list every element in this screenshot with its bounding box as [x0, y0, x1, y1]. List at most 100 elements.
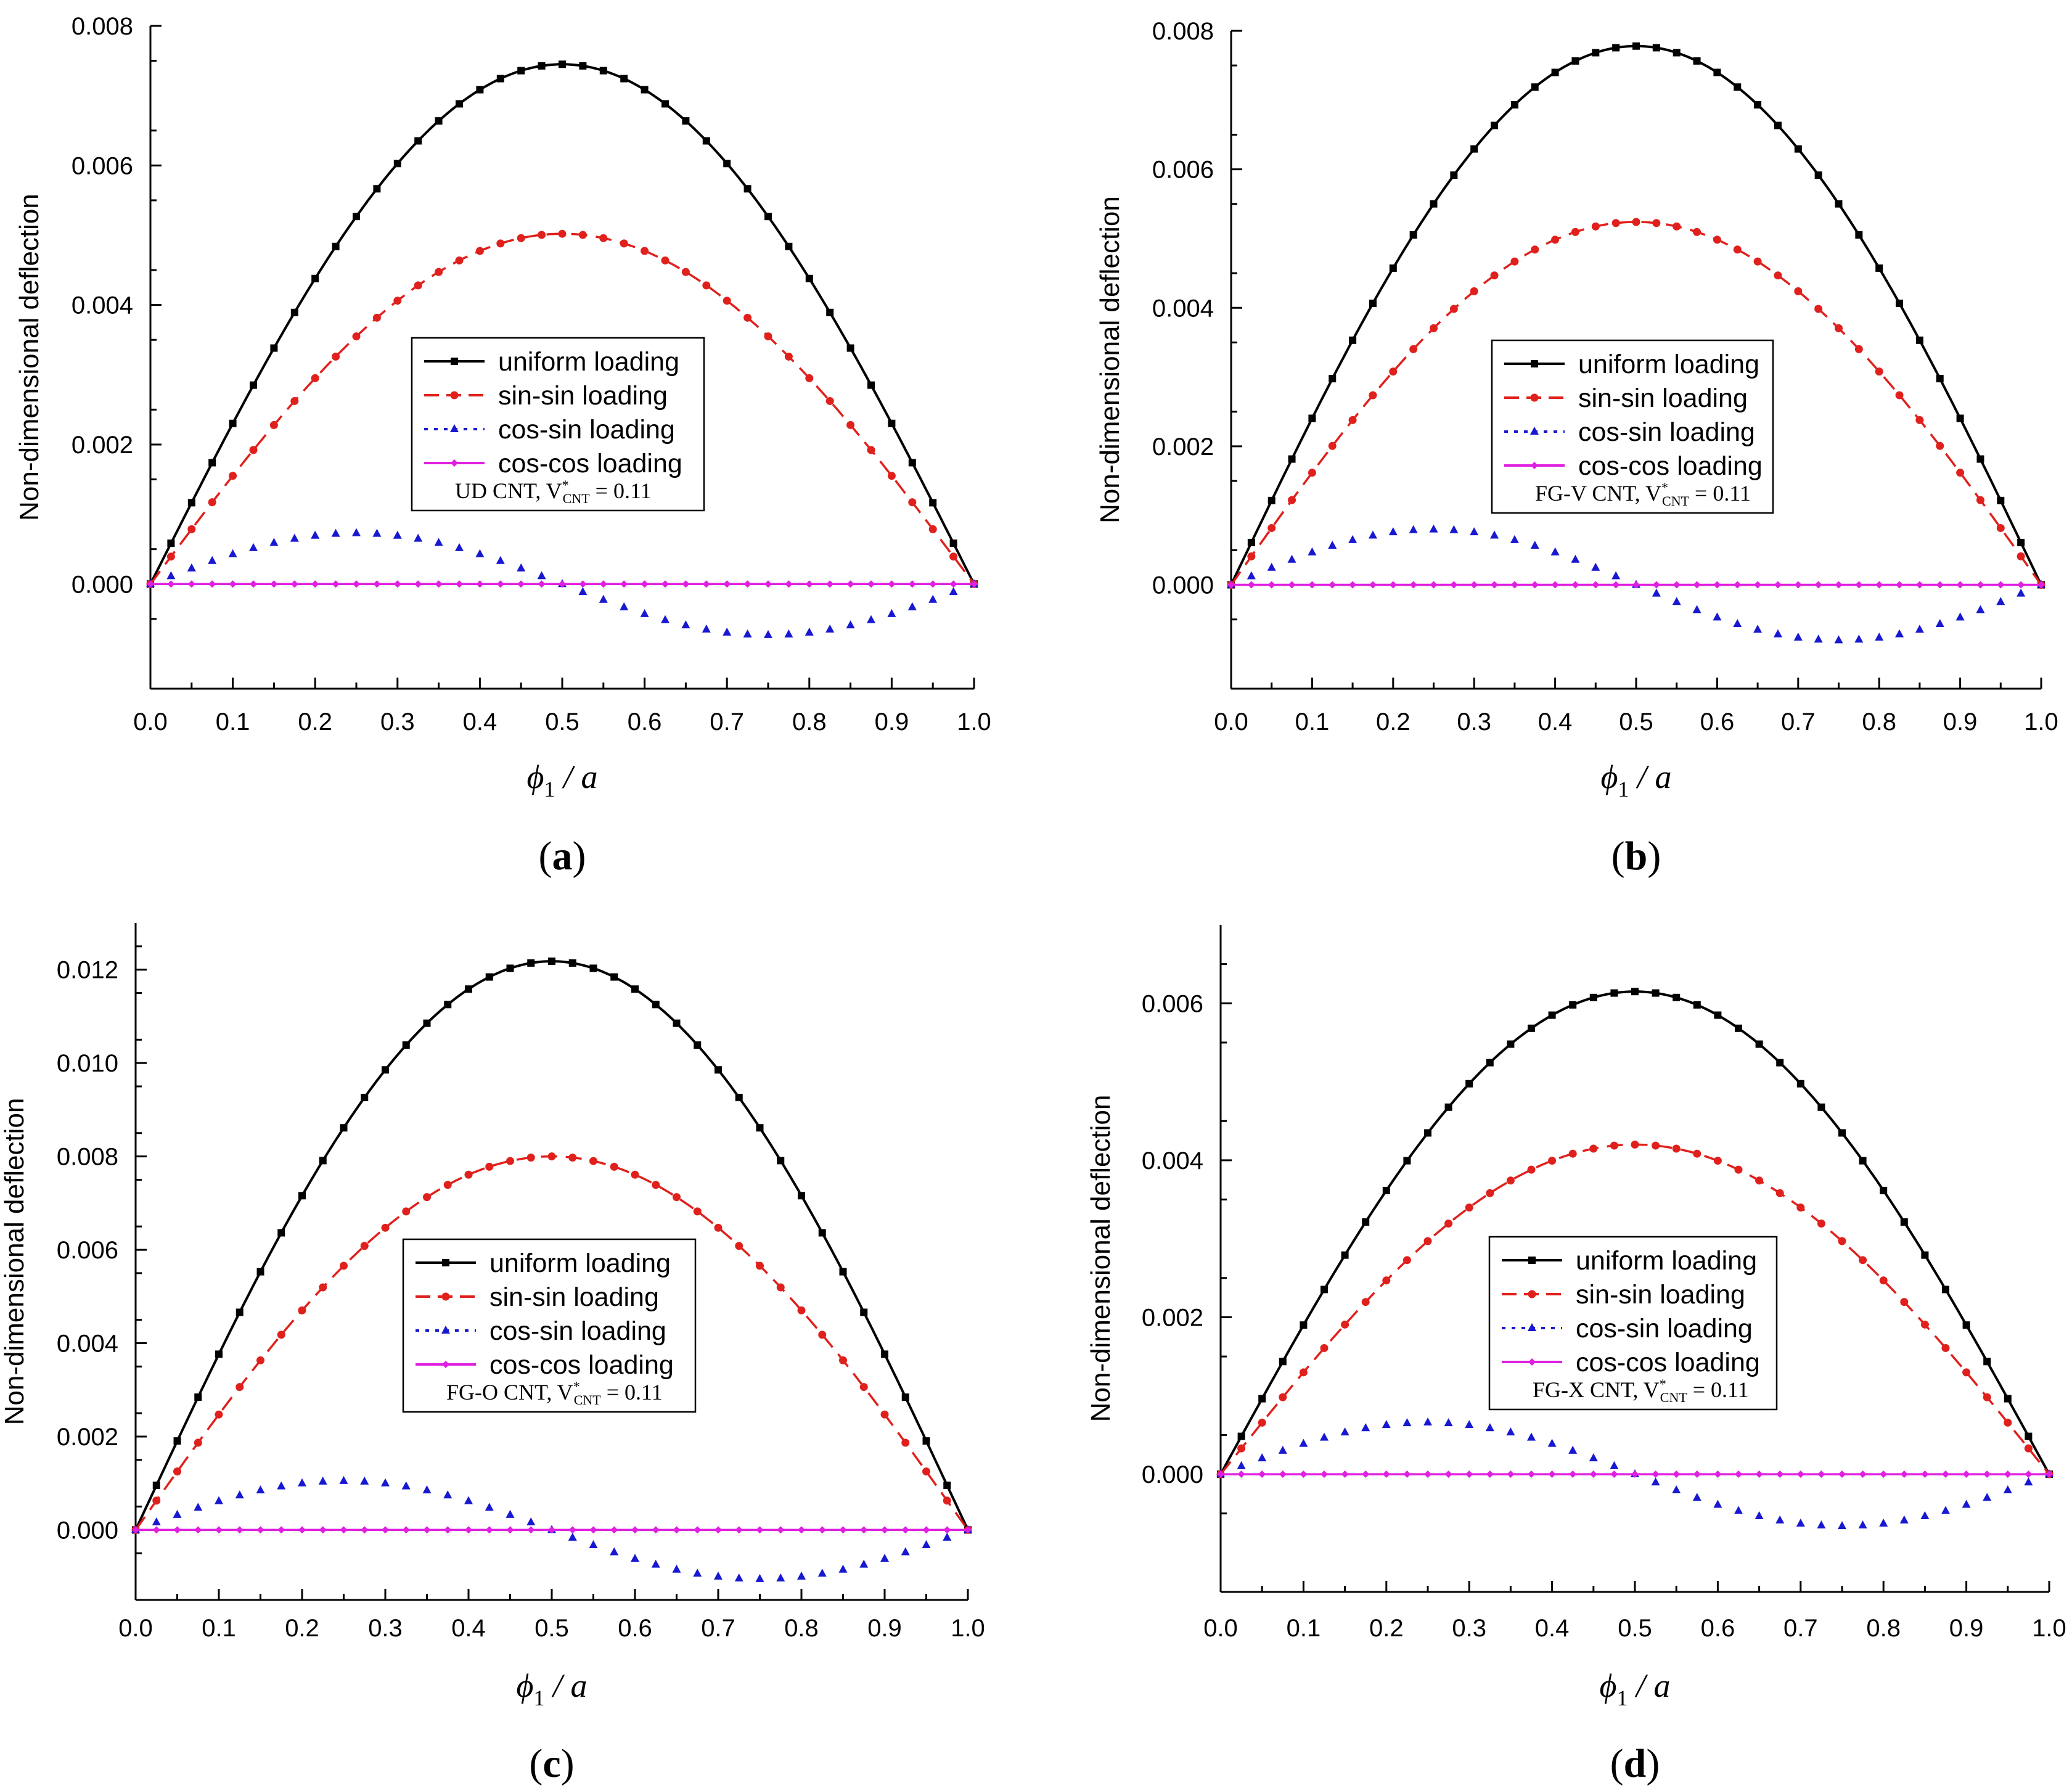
- data-point: [1714, 1011, 1722, 1019]
- data-point: [1962, 1470, 1970, 1478]
- data-point: [373, 580, 381, 588]
- data-point: [1610, 1141, 1618, 1150]
- data-point: [1491, 581, 1499, 589]
- data-point: [152, 1517, 161, 1525]
- data-point: [485, 1503, 494, 1511]
- legend-note-tail: = 0.11: [1687, 1377, 1749, 1402]
- data-point: [269, 538, 279, 546]
- legend-note-main: FG-O CNT, V: [446, 1380, 573, 1405]
- data-point: [589, 1157, 597, 1165]
- data-point: [1983, 1493, 1992, 1501]
- legend-marker-sinsin: [1530, 393, 1539, 402]
- data-point: [1915, 416, 1924, 424]
- data-point: [456, 100, 463, 108]
- data-point: [1983, 1358, 1991, 1366]
- data-point: [620, 602, 629, 610]
- data-point: [1859, 1157, 1867, 1165]
- x-tick-label: 0.0: [118, 1615, 153, 1642]
- data-point: [435, 117, 443, 125]
- data-point: [485, 1526, 493, 1534]
- data-point: [277, 1229, 285, 1237]
- data-point: [1672, 1144, 1681, 1153]
- data-point: [476, 86, 484, 94]
- data-point: [817, 1569, 827, 1577]
- chart-panel-a: 0.0 0.1 0.2 0.3 0.4 0.5 0.6 0.7 0.8 0.9 1.0 0.000 0.…: [14, 13, 991, 879]
- data-point: [229, 419, 237, 427]
- data-point: [1320, 1432, 1329, 1441]
- data-point: [1361, 1298, 1370, 1306]
- data-point: [1528, 1470, 1535, 1478]
- data-point: [1693, 1149, 1701, 1158]
- x-tick-label: 0.6: [1701, 1615, 1735, 1642]
- data-point: [393, 580, 401, 588]
- data-point: [743, 580, 751, 588]
- data-point: [559, 580, 566, 588]
- x-axis-label: ϕ1 / a: [1601, 758, 1672, 802]
- data-point: [1300, 1470, 1308, 1478]
- data-point: [290, 308, 298, 316]
- data-point: [1308, 581, 1316, 589]
- data-point: [826, 580, 834, 588]
- data-point: [2017, 538, 2025, 546]
- data-point: [1402, 1418, 1412, 1427]
- data-point: [422, 1485, 432, 1494]
- data-point: [1430, 581, 1438, 589]
- data-point: [568, 1526, 576, 1534]
- data-point: [1879, 1518, 1888, 1527]
- legend-label-uniform: uniform loading: [1576, 1246, 1757, 1276]
- data-point: [256, 1268, 264, 1276]
- legend-note-sup: *: [1660, 1376, 1666, 1392]
- data-point: [901, 1526, 909, 1534]
- data-point: [435, 580, 443, 588]
- x-axis-label-subscript: 1: [1616, 1686, 1628, 1710]
- data-point: [1734, 1506, 1743, 1514]
- legend: uniform loading sin-sin loading cos-sin lo…: [411, 337, 705, 512]
- x-tick-label: 0.3: [1452, 1615, 1486, 1642]
- data-point: [1631, 1470, 1639, 1478]
- data-point: [1444, 1103, 1452, 1111]
- data-point: [1900, 1218, 1908, 1226]
- data-point: [423, 1526, 431, 1534]
- data-point: [1551, 581, 1559, 589]
- data-point: [1510, 257, 1519, 266]
- data-point: [1794, 145, 1802, 153]
- data-point: [1693, 581, 1701, 589]
- x-tick-label: 0.9: [867, 1615, 902, 1642]
- data-point: [1341, 1470, 1349, 1478]
- data-point: [1713, 68, 1721, 76]
- data-point: [640, 609, 649, 617]
- data-point: [2017, 581, 2025, 589]
- data-point: [2004, 1470, 2012, 1478]
- data-point: [652, 1526, 660, 1534]
- legend-note-sub: CNT: [574, 1392, 602, 1408]
- data-point: [393, 530, 402, 539]
- x-tick-label: 0.3: [380, 708, 415, 736]
- x-tick-label: 1.0: [2024, 708, 2058, 736]
- data-point: [319, 1283, 327, 1292]
- x-tick-label: 0.8: [1862, 708, 1896, 736]
- y-tick-label: 0.000: [1152, 572, 1214, 599]
- data-point: [373, 185, 381, 193]
- data-point: [1673, 581, 1681, 589]
- data-point: [382, 1526, 389, 1534]
- data-point: [1510, 100, 1518, 109]
- data-point: [818, 1229, 826, 1237]
- data-point: [1693, 57, 1701, 65]
- data-point: [1855, 231, 1863, 239]
- data-point: [631, 1526, 639, 1534]
- data-point: [187, 525, 196, 533]
- y-axis-label: Non-dimensional deflection: [0, 1098, 30, 1425]
- data-point: [723, 580, 731, 588]
- data-point: [1571, 228, 1579, 236]
- data-point: [1531, 581, 1539, 589]
- x-tick-label: 0.1: [1295, 708, 1330, 736]
- data-point: [1956, 581, 1964, 589]
- data-point: [372, 313, 381, 322]
- data-point: [1976, 581, 1984, 589]
- legend-box: [402, 1238, 697, 1413]
- y-tick-label: 0.006: [1152, 157, 1214, 184]
- data-point: [1899, 1515, 1909, 1523]
- x-axis-label-subscript: 1: [544, 777, 555, 802]
- legend-marker-cossin: [1530, 427, 1539, 435]
- data-point: [859, 1559, 869, 1568]
